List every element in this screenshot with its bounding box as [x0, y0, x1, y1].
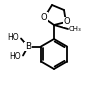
Text: CH₃: CH₃	[69, 26, 82, 32]
Text: HO: HO	[9, 52, 21, 61]
Text: O: O	[64, 17, 70, 26]
Text: O: O	[41, 13, 47, 22]
Text: B: B	[25, 42, 31, 51]
Text: —: —	[71, 26, 78, 32]
Text: HO: HO	[7, 33, 19, 42]
